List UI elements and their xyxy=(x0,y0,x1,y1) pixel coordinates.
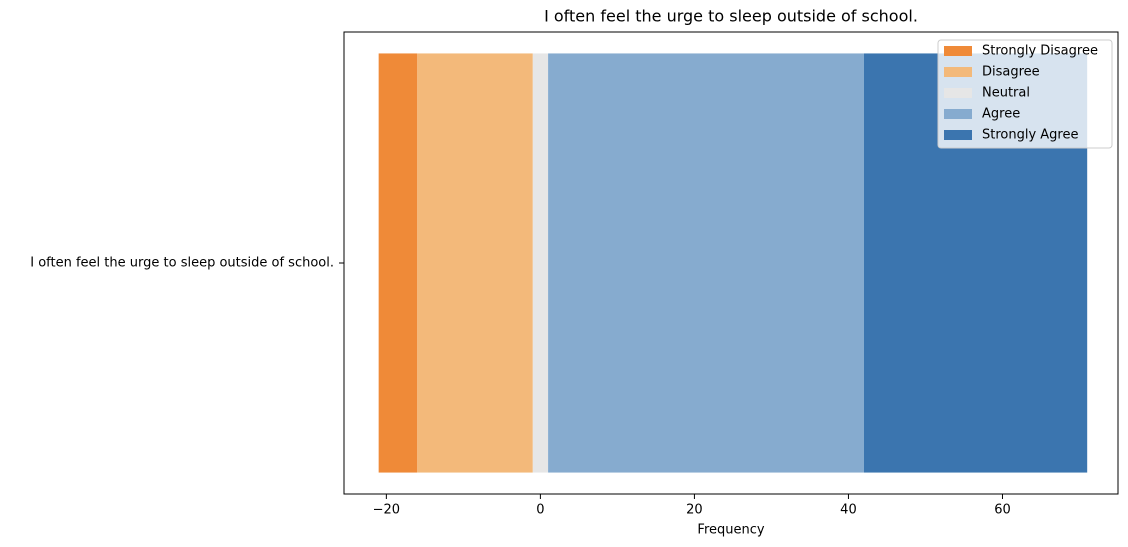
x-tick-label: −20 xyxy=(373,503,400,518)
bar-segment xyxy=(548,53,864,473)
y-tick-label: I often feel the urge to sleep outside o… xyxy=(30,256,334,271)
legend-label: Neutral xyxy=(982,86,1030,101)
bar-segment xyxy=(532,53,549,473)
bar-segment xyxy=(417,53,533,473)
legend-swatch xyxy=(944,67,972,77)
plot-frame xyxy=(343,31,1119,495)
legend-swatch xyxy=(944,88,972,98)
legend-swatch xyxy=(944,130,972,140)
legend-label: Agree xyxy=(982,107,1020,122)
legend-swatch xyxy=(944,46,972,56)
bar-segment xyxy=(378,53,418,473)
x-tick-label: 20 xyxy=(686,503,703,518)
chart-title: I often feel the urge to sleep outside o… xyxy=(544,7,918,26)
legend-label: Strongly Disagree xyxy=(982,44,1098,59)
x-tick-label: 60 xyxy=(994,503,1011,518)
x-tick-label: 0 xyxy=(536,503,544,518)
legend-label: Strongly Agree xyxy=(982,128,1079,143)
legend-frame xyxy=(937,39,1113,149)
x-tick-label: 40 xyxy=(840,503,857,518)
legend-label: Disagree xyxy=(982,65,1040,80)
x-axis-label: Frequency xyxy=(697,523,764,538)
legend-swatch xyxy=(944,109,972,119)
